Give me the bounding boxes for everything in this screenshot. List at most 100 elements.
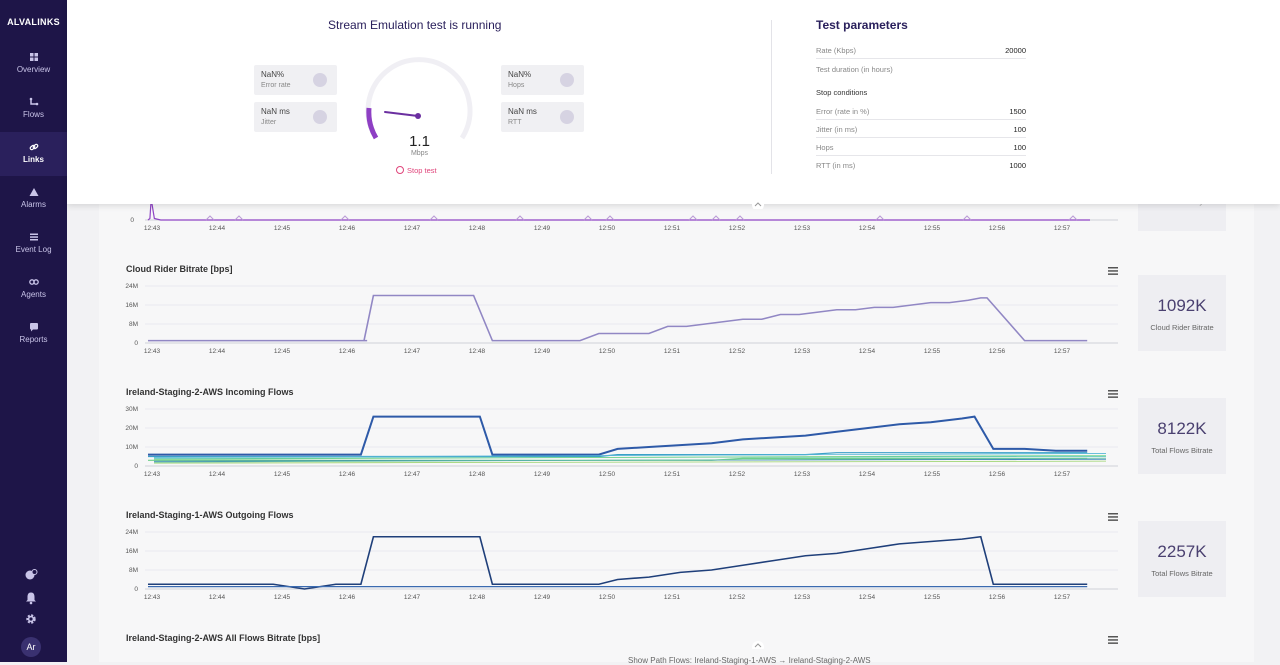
series-line (153, 454, 1107, 460)
x-tick-label: 12:46 (339, 348, 356, 355)
series-line (153, 460, 1107, 464)
x-tick-label: 12:44 (209, 348, 226, 355)
x-tick-label: 12:50 (599, 471, 616, 478)
x-tick-label: 12:45 (274, 225, 291, 232)
collapse-panel-icon[interactable] (752, 199, 764, 209)
x-tick-label: 12:56 (989, 471, 1006, 478)
y-tick-label: 0 (134, 340, 138, 347)
param-value: 100 (1013, 143, 1026, 152)
status-dot (313, 73, 327, 87)
x-tick-label: 12:56 (989, 225, 1006, 232)
x-tick-label: 12:48 (469, 348, 486, 355)
x-tick-label: 12:43 (144, 471, 161, 478)
x-tick-label: 12:57 (1054, 348, 1071, 355)
series-line (148, 415, 1088, 456)
alert-icon (29, 188, 38, 196)
sidebar-item-links[interactable]: Links (0, 132, 67, 176)
metric-value: NaN ms (261, 107, 290, 116)
kpi-card-cloud-rider: 1092K Cloud Rider Bitrate (1138, 275, 1226, 351)
flows-icon (29, 97, 38, 106)
x-tick-label: 12:49 (534, 225, 551, 232)
kpi-value: 8122K (1157, 419, 1207, 438)
chart-menu-icon[interactable] (1108, 636, 1118, 644)
dashboard-icon (29, 53, 38, 61)
y-tick-label: 0 (134, 586, 138, 593)
param-label: RTT (in ms) (816, 161, 856, 170)
metric-label: Error rate (261, 82, 291, 89)
status-dot (560, 73, 574, 87)
x-tick-label: 12:51 (664, 471, 681, 478)
series-spike (962, 215, 972, 221)
x-tick-label: 12:54 (859, 471, 876, 478)
metric-label: RTT (508, 119, 522, 126)
series-spike (583, 215, 593, 221)
sidebar-item-flows[interactable]: Flows (0, 97, 67, 141)
params-title: Test parameters (816, 18, 908, 32)
chevron-up-icon[interactable] (752, 641, 764, 649)
kpi-value: 1092K (1157, 296, 1207, 315)
condition-hops: Hops 100 (816, 138, 1026, 156)
chart-menu-icon[interactable] (1108, 390, 1118, 398)
kpi-label: Cloud Rider Bitrate (1150, 323, 1214, 332)
x-tick-label: 12:53 (794, 471, 811, 478)
stop-test-button[interactable]: Stop test (396, 166, 437, 175)
chart-menu-icon[interactable] (1108, 267, 1118, 275)
x-tick-label: 12:45 (274, 348, 291, 355)
bell-icon[interactable] (24, 591, 38, 605)
x-tick-label: 12:49 (534, 348, 551, 355)
x-tick-label: 12:43 (144, 225, 161, 232)
series-spike (340, 215, 350, 221)
y-tick-label: 20M (125, 425, 138, 432)
x-tick-label: 12:55 (924, 225, 941, 232)
x-tick-label: 12:55 (924, 348, 941, 355)
sidebar-item-alarms[interactable]: Alarms (0, 187, 67, 231)
kpi-card-outgoing: 2257K Total Flows Bitrate (1138, 521, 1226, 597)
metric-value: NaN% (508, 70, 532, 79)
divider (771, 20, 772, 174)
x-tick-label: 12:56 (989, 594, 1006, 601)
metric-jitter: NaN ms Jitter (254, 102, 337, 132)
x-tick-label: 12:44 (209, 225, 226, 232)
x-tick-label: 12:53 (794, 594, 811, 601)
kpi-label: Total Flows Bitrate (1151, 569, 1213, 578)
status-dot (313, 110, 327, 124)
sidebar-item-event-log[interactable]: Event Log (0, 232, 67, 276)
x-tick-label: 12:48 (469, 594, 486, 601)
x-tick-label: 12:43 (144, 594, 161, 601)
gauge-unit: Mbps (410, 150, 429, 157)
param-label: Error (rate in %) (816, 107, 870, 116)
x-tick-label: 12:52 (729, 594, 746, 601)
x-tick-label: 12:53 (794, 348, 811, 355)
x-tick-label: 12:56 (989, 348, 1006, 355)
gauge-needle (384, 111, 419, 117)
x-tick-label: 12:45 (274, 471, 291, 478)
brand-logo: ALVALINKS (7, 17, 60, 27)
sidebar-item-reports[interactable]: Reports (0, 322, 67, 366)
series-line (153, 453, 1107, 458)
series-spike (735, 215, 745, 221)
gear-icon[interactable] (24, 612, 38, 626)
path-flows-footer[interactable]: Show Path Flows: Ireland-Staging-1-AWS →… (628, 656, 871, 665)
x-tick-label: 12:52 (729, 348, 746, 355)
x-tick-label: 12:50 (599, 225, 616, 232)
series-spike (234, 215, 244, 221)
series-line (148, 294, 1088, 342)
series-spike (875, 215, 885, 221)
user-settings-icon[interactable] (24, 568, 38, 582)
sidebar-item-agents[interactable]: Agents (0, 277, 67, 321)
param-value: 20000 (1005, 46, 1026, 55)
sidebar-item-label: Links (23, 155, 44, 164)
metric-value: NaN% (261, 70, 285, 79)
chart-menu-icon[interactable] (1108, 513, 1118, 521)
param-label: Rate (Kbps) (816, 46, 857, 55)
metric-rtt: NaN ms RTT (501, 102, 584, 132)
kpi-label: Total Flows Bitrate (1151, 446, 1213, 455)
kpi-card-incoming: 8122K Total Flows Bitrate (1138, 398, 1226, 474)
sidebar-item-overview[interactable]: Overview (0, 52, 67, 96)
chart-title-all-flows: Ireland-Staging-2-AWS All Flows Bitrate … (126, 633, 321, 643)
avatar[interactable]: Ar (21, 637, 41, 657)
x-tick-label: 12:46 (339, 225, 356, 232)
series-spike (711, 215, 721, 221)
speed-gauge (365, 57, 473, 140)
